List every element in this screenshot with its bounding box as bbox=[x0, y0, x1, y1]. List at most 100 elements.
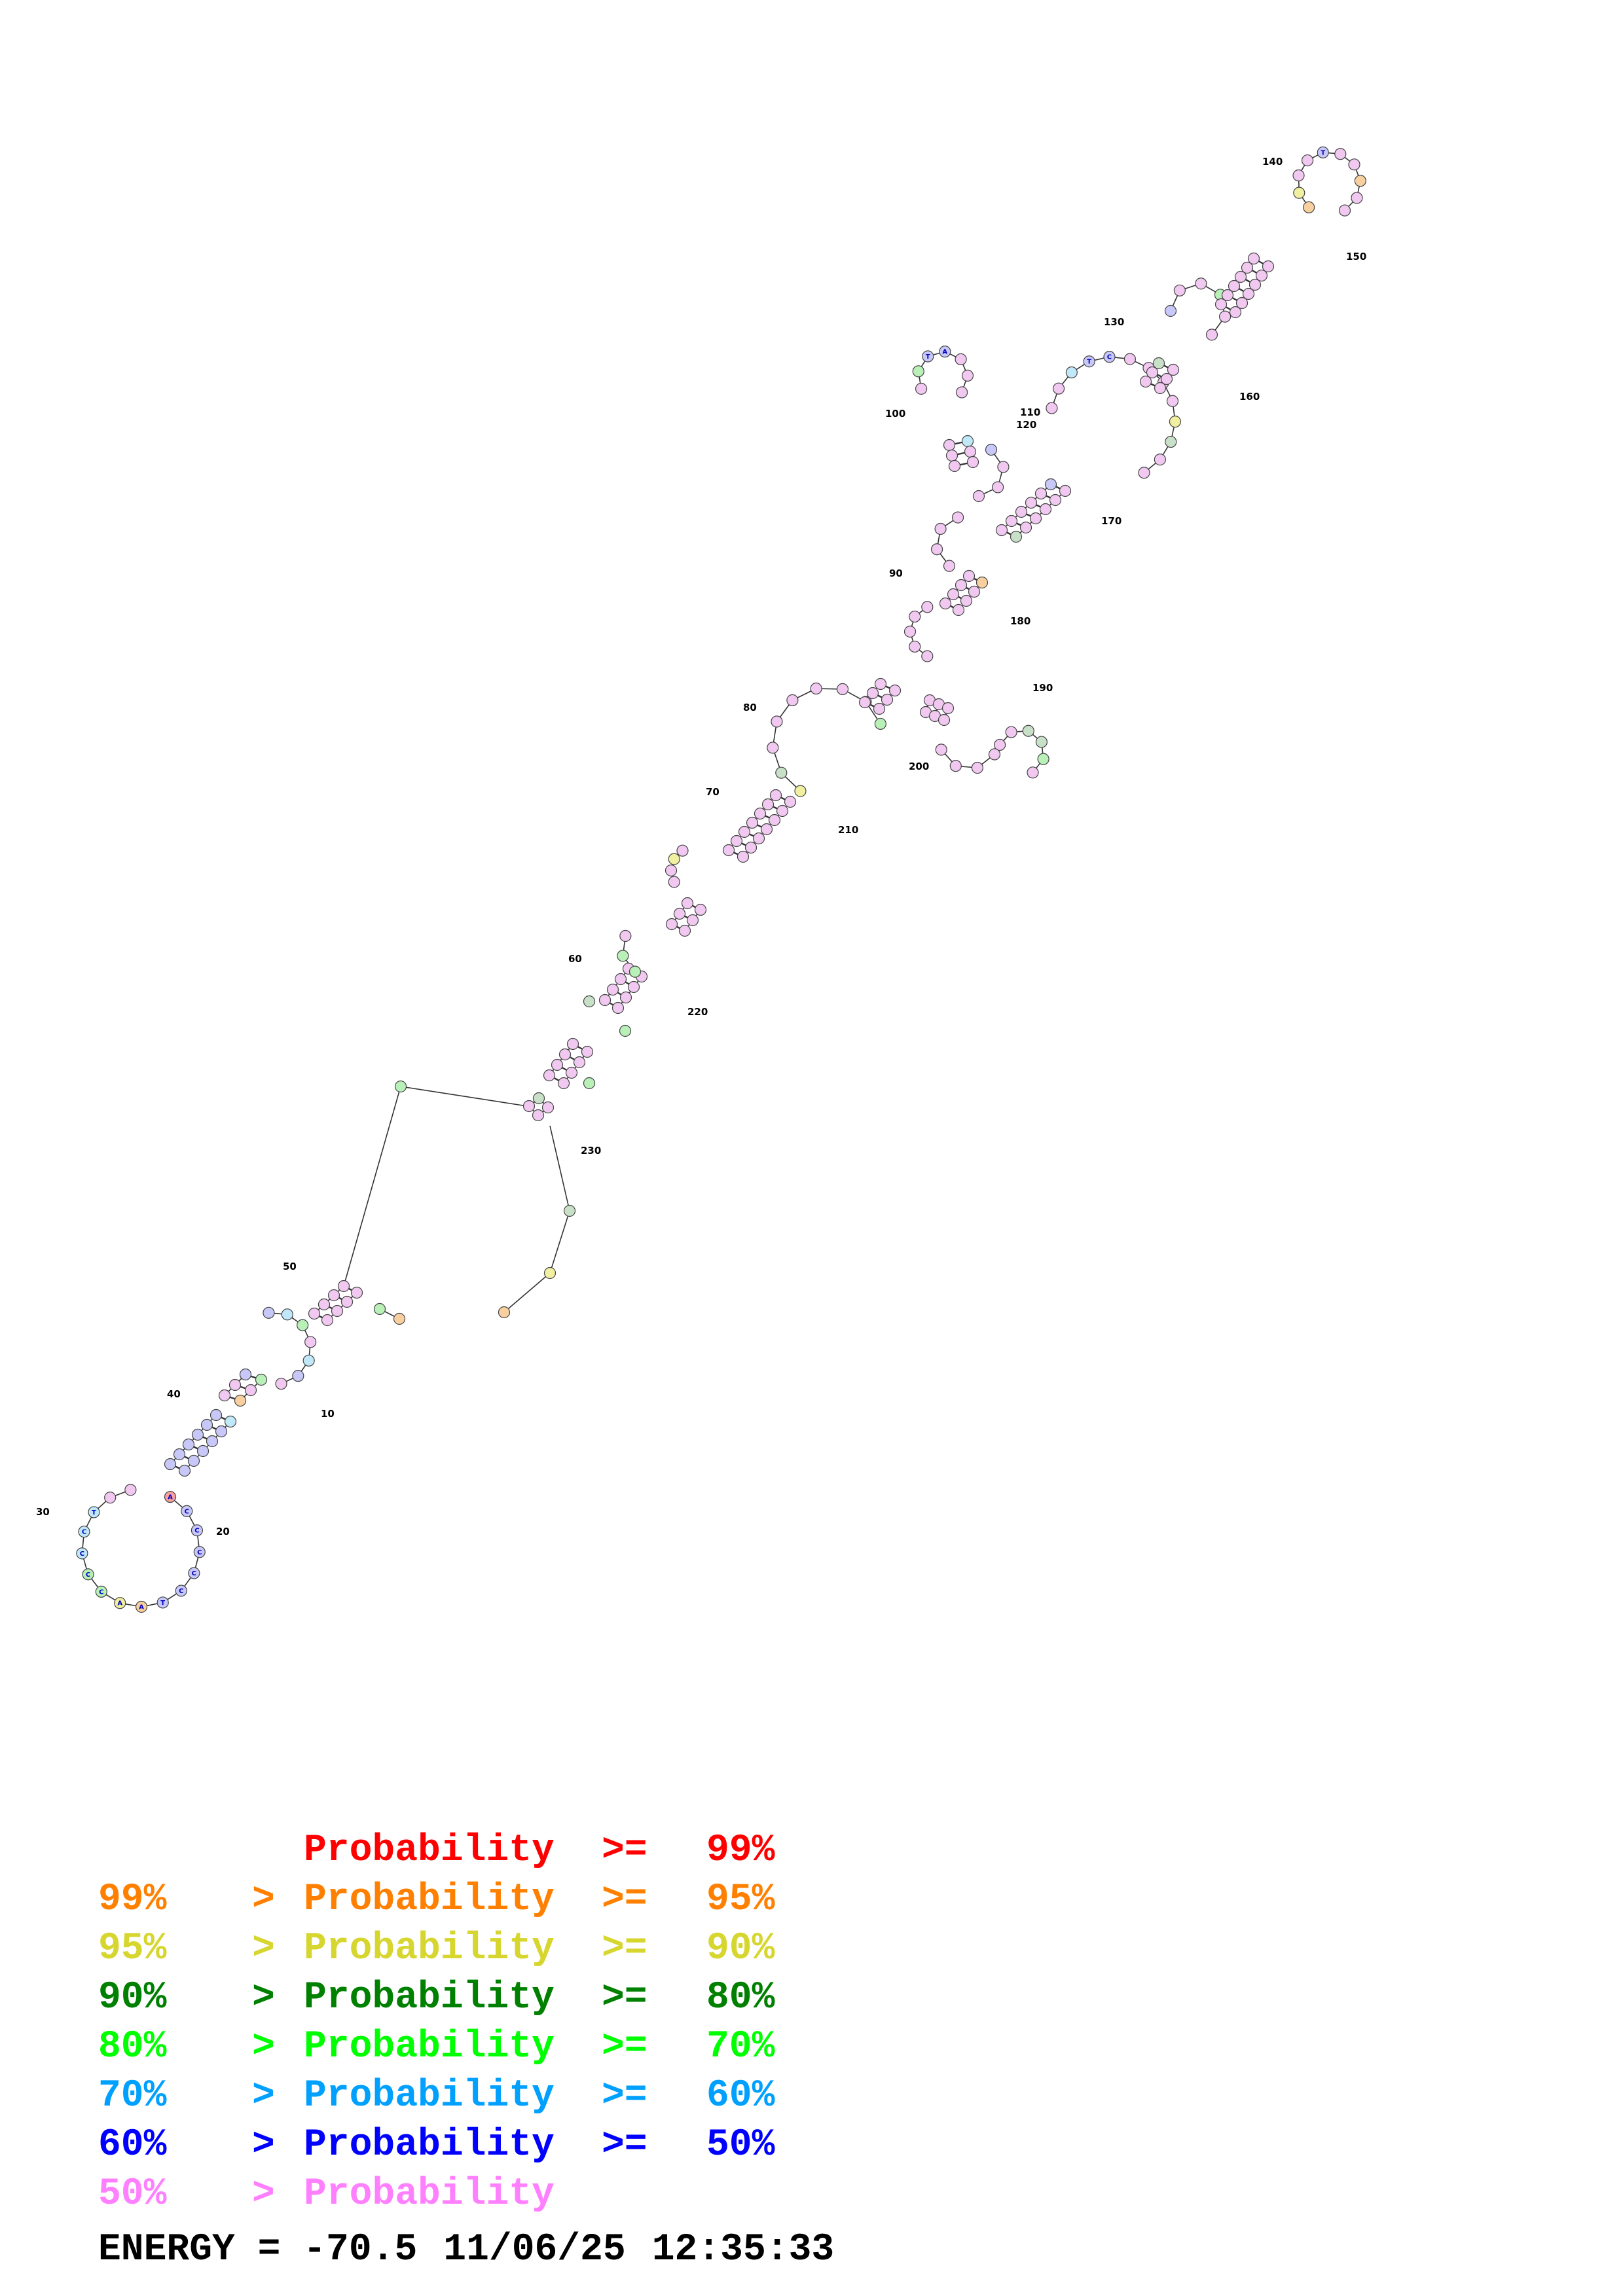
nucleotide bbox=[939, 597, 952, 610]
nucleotide bbox=[543, 1069, 556, 1082]
nucleotide-letter: T bbox=[160, 1600, 165, 1607]
nucleotide bbox=[297, 1319, 309, 1331]
nucleotide bbox=[1241, 261, 1254, 274]
nucleotide bbox=[1059, 484, 1072, 497]
nucleotide bbox=[737, 850, 750, 863]
nucleotide-circle bbox=[771, 715, 783, 728]
nucleotide-circle bbox=[746, 816, 759, 829]
nucleotide-letter: C bbox=[185, 1508, 189, 1515]
nucleotide bbox=[722, 844, 735, 857]
nucleotide bbox=[598, 994, 611, 1007]
nucleotide-circle bbox=[1052, 382, 1065, 395]
nucleotide-circle bbox=[976, 576, 989, 589]
nucleotide bbox=[1262, 260, 1275, 273]
nucleotide-circle bbox=[943, 439, 956, 452]
nucleotide-circle bbox=[1044, 478, 1057, 491]
nucleotide-circle bbox=[1218, 310, 1231, 323]
legend-op: > bbox=[252, 2124, 275, 2166]
legend-low: 80% bbox=[98, 2026, 167, 2068]
nucleotide-circle bbox=[565, 1066, 578, 1079]
nucleotide bbox=[744, 841, 757, 854]
position-number-label: 190 bbox=[1032, 682, 1053, 694]
nucleotide bbox=[1221, 289, 1234, 302]
nucleotide-circle bbox=[1152, 357, 1165, 370]
nucleotide-circle bbox=[786, 694, 799, 706]
nucleotide-circle bbox=[1027, 766, 1039, 779]
nucleotide bbox=[1010, 530, 1023, 543]
nucleotide-circle bbox=[939, 597, 952, 610]
legend-row: 60% > Probability >= 50% bbox=[98, 2121, 1408, 2170]
nucleotide-circle bbox=[563, 1204, 576, 1217]
nucleotide-circle bbox=[1029, 512, 1042, 525]
nucleotide-circle bbox=[943, 560, 956, 572]
nucleotide bbox=[948, 459, 961, 473]
nucleotide-nodes: A C C C C C T A A C C C C T T A T C T bbox=[76, 146, 1366, 1613]
nucleotide-circle bbox=[1334, 148, 1347, 160]
nucleotide-circle bbox=[935, 744, 947, 756]
nucleotide bbox=[187, 1454, 200, 1467]
nucleotide bbox=[337, 1280, 350, 1293]
nucleotide-circle bbox=[922, 350, 934, 363]
nucleotide-circle bbox=[78, 1526, 90, 1538]
nucleotide bbox=[921, 650, 934, 662]
legend-op2: >= bbox=[602, 1878, 647, 1921]
nucleotide-letter: C bbox=[80, 1551, 84, 1558]
legend-row: 50% > Probability bbox=[98, 2170, 1408, 2219]
nucleotide-circle bbox=[767, 742, 779, 754]
nucleotide bbox=[1214, 298, 1228, 311]
position-number-label: 50 bbox=[283, 1261, 297, 1272]
nucleotide-circle bbox=[583, 1077, 596, 1090]
nucleotide-circle bbox=[629, 965, 642, 978]
nucleotide-circle bbox=[961, 435, 974, 448]
nucleotide-circle bbox=[292, 1370, 304, 1382]
nucleotide bbox=[909, 640, 921, 653]
energy-value: ENERGY = -70.5 bbox=[98, 2229, 418, 2271]
nucleotide bbox=[178, 1464, 191, 1477]
nucleotide-circle bbox=[1169, 416, 1182, 428]
nucleotide bbox=[775, 766, 788, 779]
nucleotide-circle bbox=[215, 1425, 228, 1438]
nucleotide-circle bbox=[532, 1092, 545, 1105]
nucleotide bbox=[949, 760, 962, 772]
nucleotide: T bbox=[156, 1596, 169, 1609]
nucleotide bbox=[611, 1001, 625, 1014]
nucleotide bbox=[968, 585, 981, 598]
legend-op2: >= bbox=[602, 2124, 647, 2166]
nucleotide bbox=[992, 481, 1004, 493]
position-number-label: 160 bbox=[1239, 391, 1260, 403]
nucleotide bbox=[1046, 402, 1058, 414]
nucleotide bbox=[583, 1077, 596, 1090]
nucleotide-circle bbox=[614, 973, 627, 986]
legend-low: 90% bbox=[98, 1977, 167, 2019]
nucleotide-circle bbox=[938, 713, 951, 726]
nucleotide bbox=[331, 1304, 344, 1318]
nucleotide bbox=[1235, 296, 1249, 310]
nucleotide bbox=[988, 748, 1001, 761]
nucleotide: A bbox=[164, 1490, 177, 1503]
position-number-label: 10 bbox=[321, 1408, 335, 1420]
legend-op: > bbox=[252, 2026, 275, 2068]
nucleotide: A bbox=[939, 346, 951, 358]
legend-row: 99% > Probability >= 95% bbox=[98, 1875, 1408, 1924]
nucleotide bbox=[1242, 287, 1255, 300]
nucleotide bbox=[1351, 192, 1363, 204]
legend-row: 95% > Probability >= 90% bbox=[98, 1924, 1408, 1973]
nucleotide bbox=[752, 832, 765, 845]
nucleotide bbox=[1338, 204, 1351, 217]
nucleotide-circle bbox=[971, 762, 984, 774]
nucleotide bbox=[206, 1435, 219, 1448]
legend-low: 99% bbox=[98, 1878, 167, 1921]
legend-op2: >= bbox=[602, 1829, 647, 1872]
nucleotide bbox=[1169, 416, 1182, 428]
nucleotide bbox=[1154, 382, 1167, 395]
nucleotide-circle bbox=[135, 1600, 148, 1613]
nucleotide bbox=[619, 929, 632, 942]
nucleotide bbox=[951, 511, 964, 524]
nucleotide bbox=[960, 594, 973, 607]
nucleotide bbox=[234, 1394, 247, 1407]
nucleotide bbox=[730, 834, 743, 848]
nucleotide: T bbox=[1083, 355, 1095, 368]
nucleotide bbox=[581, 1045, 594, 1058]
nucleotide-circle bbox=[1015, 505, 1028, 518]
